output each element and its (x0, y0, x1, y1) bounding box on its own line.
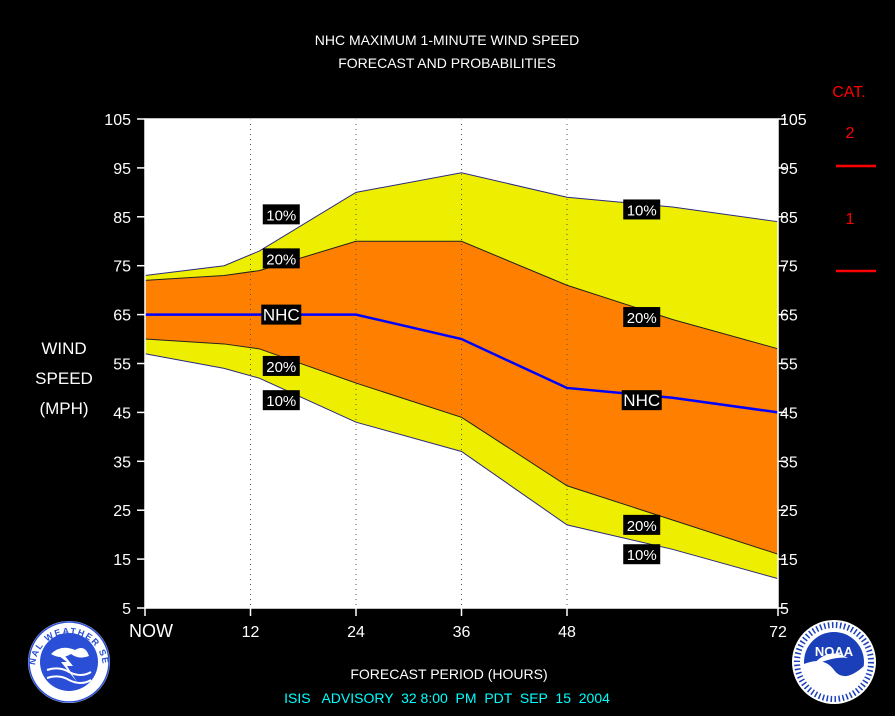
category-legend: CAT. 2 1 (832, 84, 876, 273)
line-label: 10% (266, 207, 296, 224)
y-tick-label-left: 105 (104, 112, 131, 129)
gull-icon (812, 653, 848, 666)
line-label-box (623, 514, 661, 535)
cloud-icon (51, 647, 89, 658)
x-tick-label: 24 (347, 624, 365, 641)
line-label: 20% (266, 359, 296, 376)
y-axis-label-line-2: SPEED (35, 369, 93, 388)
line-label: NHC (623, 391, 660, 410)
line-label-box (262, 355, 300, 376)
y-tick-label-left: 15 (113, 552, 131, 569)
category-label: 1 (846, 211, 855, 228)
noaa-logo-text: NOAA (815, 644, 854, 659)
y-tick-label-right: 35 (780, 454, 798, 471)
y-tick-label-left: 45 (113, 405, 131, 422)
y-tick-label-right: 95 (780, 161, 798, 178)
x-tick-label: NOW (129, 621, 173, 641)
y-tick-label-right: 15 (780, 552, 798, 569)
line-label: 10% (627, 202, 657, 219)
nws-logo: NATIONAL WEATHER SERVICE (27, 621, 110, 703)
x-axis-label: FORECAST PERIOD (HOURS) (350, 666, 547, 682)
x-tick-label: 72 (769, 624, 787, 641)
lower-20-percent-line (144, 338, 779, 555)
line-label: 10% (266, 393, 296, 410)
lightning-icon (59, 656, 77, 682)
x-tick-label: 36 (453, 624, 471, 641)
line-label: 20% (266, 251, 296, 268)
advisory-line: ISIS ADVISORY 32 8:00 PM PDT SEP 15 2004 (284, 690, 610, 706)
y-tick-label-right: 75 (780, 259, 798, 276)
y-tick-label-left: 35 (113, 454, 131, 471)
line-label: 20% (627, 310, 657, 327)
line-label-box (623, 307, 661, 328)
y-tick-label-left: 95 (113, 161, 131, 178)
category-label: 2 (846, 125, 855, 142)
line-label-box (621, 390, 662, 411)
y-tick-label-left: 5 (122, 601, 131, 618)
y-tick-label-left: 25 (113, 503, 131, 520)
x-tick-label: 12 (242, 624, 260, 641)
y-tick-label-left: 85 (113, 210, 131, 227)
noaa-logo: NOAA (792, 620, 876, 704)
y-axis-label-line-1: WIND (41, 339, 86, 358)
line-label-box (262, 248, 300, 269)
band-20-percent (145, 241, 778, 555)
y-tick-label-left: 75 (113, 259, 131, 276)
plot-area: 10% 20% NHC 20% 10% 10% 20% NHC 20% 10% (144, 119, 779, 608)
y-tick-label-right: 45 (780, 405, 798, 422)
line-label-box (262, 204, 300, 225)
line-label: NHC (263, 306, 300, 325)
line-label: 20% (627, 518, 657, 535)
x-tick-label: 48 (558, 624, 576, 641)
line-label-box (623, 544, 661, 565)
line-label: 10% (627, 547, 657, 564)
y-tick-label-right: 85 (780, 210, 798, 227)
line-label-box (262, 390, 300, 411)
y-axis-label-line-3: (MPH) (39, 399, 88, 418)
y-tick-label-right: 5 (780, 601, 789, 618)
chart-title: NHC MAXIMUM 1-MINUTE WIND SPEED (315, 32, 579, 48)
y-tick-label-left: 55 (113, 357, 131, 374)
line-label-box (623, 199, 661, 220)
y-tick-label-left: 65 (113, 308, 131, 325)
y-tick-label-right: 25 (780, 503, 798, 520)
chart-subtitle: FORECAST AND PROBABILITIES (338, 55, 556, 71)
y-tick-label-right: 65 (780, 308, 798, 325)
line-label-box (261, 304, 302, 325)
y-tick-label-right: 55 (780, 357, 798, 374)
y-tick-label-right: 105 (780, 112, 807, 129)
category-heading: CAT. (832, 84, 865, 101)
